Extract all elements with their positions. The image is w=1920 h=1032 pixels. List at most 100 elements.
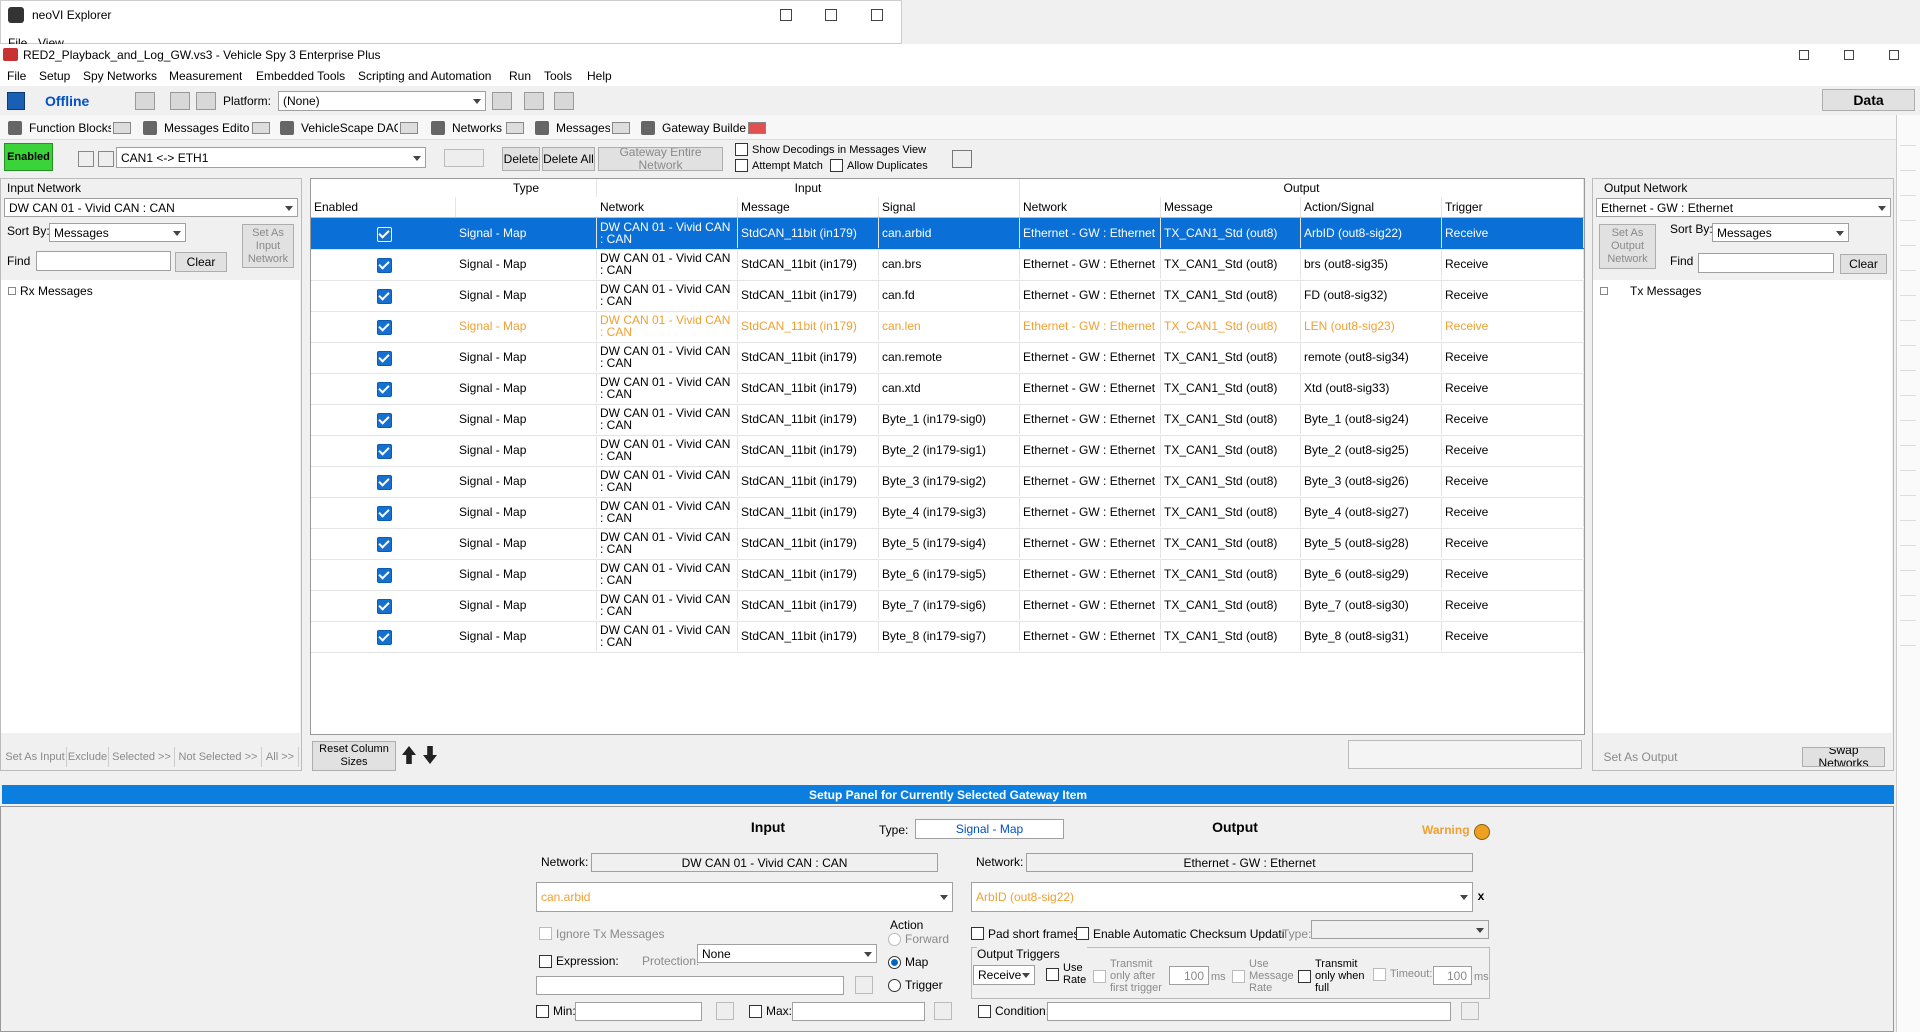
- tree-node[interactable]: Rx Messages: [20, 284, 93, 298]
- enabled-checkbox[interactable]: [377, 351, 392, 366]
- delete-button[interactable]: Delete: [502, 147, 540, 171]
- table-row[interactable]: Signal - Map DW CAN 01 - Vivid CAN : CAN S…: [311, 621, 1584, 653]
- input-network-select[interactable]: DW CAN 01 - Vivid CAN : CAN: [4, 198, 298, 217]
- option-label[interactable]: Transmit only after first trigger: [1093, 956, 1165, 996]
- table-row[interactable]: Signal - Map DW CAN 01 - Vivid CAN : CAN S…: [311, 311, 1584, 343]
- menu-item[interactable]: File: [7, 69, 27, 83]
- enabled-checkbox[interactable]: [377, 258, 392, 273]
- menu-item[interactable]: Run: [509, 69, 532, 83]
- enabled-checkbox[interactable]: [377, 444, 392, 459]
- checkbox[interactable]: Transmit only when full: [1298, 956, 1374, 996]
- table-row[interactable]: Signal - Map DW CAN 01 - Vivid CAN : CAN S…: [311, 342, 1584, 374]
- footer-button[interactable]: All >>: [262, 747, 299, 767]
- sort-select[interactable]: Messages: [49, 223, 186, 242]
- tab[interactable]: Gateway Builder: [662, 121, 746, 135]
- tab[interactable]: Messages: [556, 121, 610, 135]
- side-button: [1900, 276, 1916, 296]
- gateway-select[interactable]: CAN1 <-> ETH1: [116, 147, 426, 168]
- data-button[interactable]: Data: [1822, 89, 1915, 111]
- tree-node[interactable]: Tx Messages: [1630, 284, 1702, 298]
- enabled-checkbox[interactable]: [377, 630, 392, 645]
- checkbox[interactable]: Allow Duplicates: [830, 158, 950, 173]
- radio[interactable]: Trigger: [888, 977, 968, 993]
- delete-all-button[interactable]: Delete All: [542, 147, 595, 171]
- enabled-checkbox[interactable]: [377, 506, 392, 521]
- table-row[interactable]: Signal - Map DW CAN 01 - Vivid CAN : CAN S…: [311, 280, 1584, 312]
- cell: DW CAN 01 - Vivid CAN : CAN: [597, 466, 738, 496]
- menu-item[interactable]: Help: [587, 69, 612, 83]
- table-row[interactable]: Signal - Map DW CAN 01 - Vivid CAN : CAN S…: [311, 404, 1584, 436]
- side-button: [1900, 451, 1916, 471]
- menu-item[interactable]: Measurement: [169, 69, 243, 83]
- menu-item[interactable]: Spy Networks: [83, 69, 158, 83]
- reset-columns-button[interactable]: Reset Column Sizes: [312, 741, 396, 771]
- enabled-checkbox[interactable]: [377, 537, 392, 552]
- trigger-select[interactable]: Receive: [973, 965, 1035, 985]
- checkbox[interactable]: Max:: [749, 1002, 793, 1020]
- input-signal-select[interactable]: can.arbid: [536, 882, 953, 912]
- checkbox[interactable]: Expression:: [539, 952, 639, 970]
- set-as-input-button[interactable]: Set As Input Network: [242, 224, 294, 268]
- sort-select[interactable]: Messages: [1712, 223, 1849, 242]
- radio[interactable]: Map: [888, 954, 968, 970]
- type-select[interactable]: [1311, 920, 1489, 939]
- table-row[interactable]: Signal - Map DW CAN 01 - Vivid CAN : CAN S…: [311, 590, 1584, 622]
- enabled-checkbox[interactable]: [377, 413, 392, 428]
- radio[interactable]: Forward: [888, 931, 968, 947]
- menu-item[interactable]: Embedded Tools: [256, 69, 346, 83]
- checkbox[interactable]: Condition:: [978, 1002, 1048, 1020]
- table-row[interactable]: Signal - Map DW CAN 01 - Vivid CAN : CAN S…: [311, 559, 1584, 591]
- enabled-checkbox[interactable]: [377, 227, 392, 242]
- footer-button[interactable]: Selected >>: [109, 747, 175, 767]
- menu-item[interactable]: View: [38, 36, 64, 44]
- table-row[interactable]: Signal - Map DW CAN 01 - Vivid CAN : CAN S…: [311, 218, 1584, 250]
- rate-input[interactable]: 100: [1169, 966, 1209, 985]
- footer-button[interactable]: Set As Input: [4, 747, 67, 767]
- footer-button[interactable]: Exclude: [67, 747, 109, 767]
- output-network-select[interactable]: Ethernet - GW : Ethernet: [1596, 198, 1891, 217]
- menu-item[interactable]: Setup: [39, 69, 71, 83]
- gateway-entire-button[interactable]: Gateway Entire Network: [598, 147, 723, 171]
- platform-select[interactable]: (None): [278, 91, 486, 111]
- enabled-checkbox[interactable]: [377, 289, 392, 304]
- checkbox[interactable]: Use Rate: [1046, 959, 1090, 989]
- tab[interactable]: Networks: [452, 121, 503, 135]
- cell: Receive: [1442, 559, 1584, 589]
- timeout-input[interactable]: 100: [1433, 966, 1472, 985]
- set-as-output-button[interactable]: Set As Output Network: [1599, 224, 1656, 269]
- clear-button[interactable]: Clear: [1840, 254, 1887, 274]
- checkbox[interactable]: Ignore Tx Messages: [539, 925, 679, 942]
- checkbox[interactable]: Show Decodings in Messages View: [735, 142, 975, 157]
- tab[interactable]: Function Blocks: [29, 121, 111, 135]
- enabled-checkbox[interactable]: [377, 568, 392, 583]
- enabled-checkbox[interactable]: [377, 599, 392, 614]
- table-row[interactable]: Signal - Map DW CAN 01 - Vivid CAN : CAN S…: [311, 373, 1584, 405]
- checkbox[interactable]: Pad short frames: [971, 925, 1081, 942]
- enabled-checkbox[interactable]: [377, 320, 392, 335]
- menu-item[interactable]: File: [8, 36, 28, 44]
- set-as-output-button[interactable]: Set As Output: [1603, 750, 1678, 764]
- table-row[interactable]: Signal - Map DW CAN 01 - Vivid CAN : CAN S…: [311, 497, 1584, 529]
- clear-signal-button[interactable]: x: [1477, 889, 1485, 903]
- checkbox[interactable]: Timeout:: [1373, 965, 1435, 983]
- checkbox[interactable]: Use Message Rate: [1232, 956, 1302, 996]
- enabled-checkbox[interactable]: [377, 475, 392, 490]
- menu-item[interactable]: Tools: [544, 69, 573, 83]
- enabled-toggle[interactable]: Enabled: [4, 143, 53, 171]
- footer-button[interactable]: Not Selected >>: [175, 747, 262, 767]
- checkbox[interactable]: Min:: [536, 1002, 576, 1020]
- table-row[interactable]: Signal - Map DW CAN 01 - Vivid CAN : CAN S…: [311, 466, 1584, 498]
- checkbox[interactable]: Attempt Match: [735, 158, 830, 173]
- enabled-checkbox[interactable]: [377, 382, 392, 397]
- clear-button[interactable]: Clear: [175, 252, 227, 272]
- table-row[interactable]: Signal - Map DW CAN 01 - Vivid CAN : CAN S…: [311, 528, 1584, 560]
- tab[interactable]: Messages Editor: [164, 121, 250, 135]
- output-signal-select[interactable]: ArbID (out8-sig22): [971, 882, 1473, 912]
- protection-select[interactable]: None: [697, 944, 877, 963]
- swap-networks-button[interactable]: Swap Networks: [1802, 747, 1885, 767]
- tab[interactable]: VehicleScape DAQ: [301, 121, 398, 135]
- checkbox[interactable]: Enable Automatic Checksum Updating: [1076, 925, 1286, 942]
- table-row[interactable]: Signal - Map DW CAN 01 - Vivid CAN : CAN S…: [311, 249, 1584, 281]
- table-row[interactable]: Signal - Map DW CAN 01 - Vivid CAN : CAN S…: [311, 435, 1584, 467]
- menu-item[interactable]: Scripting and Automation: [358, 69, 492, 83]
